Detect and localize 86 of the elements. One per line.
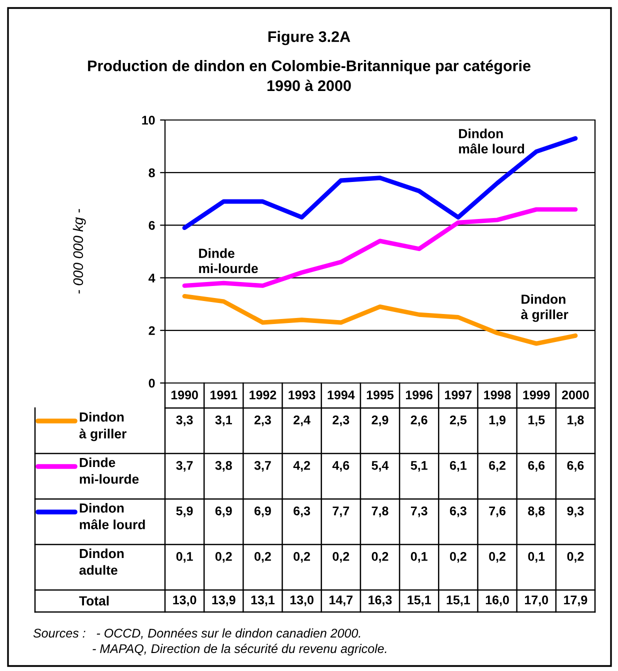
legend-label: Dindon à griller <box>79 412 126 442</box>
y-tick-label: 4 <box>148 274 156 282</box>
data-label: 2,9 <box>372 416 388 426</box>
text: 14,7 <box>330 596 353 606</box>
data-label: 4,6 <box>332 461 350 472</box>
x-tick-label: 1993 <box>288 390 316 400</box>
text: 0,2 <box>254 552 271 563</box>
y-tick-label: 6 <box>148 221 155 230</box>
data-label: 6,6 <box>567 461 584 472</box>
y-tick-label: 8 <box>148 168 155 178</box>
data-label: 9,3 <box>567 506 584 518</box>
data-label: 3,8 <box>215 461 232 472</box>
text: 0,2 <box>489 552 506 563</box>
data-label: 2,6 <box>410 416 428 426</box>
data-label: 5,4 <box>372 461 389 472</box>
data-label: 1,9 <box>489 416 506 426</box>
x-tick-label: 1997 <box>445 390 472 400</box>
annotation: Dindon à griller <box>521 294 568 322</box>
data-label: 2,3 <box>332 416 350 426</box>
data-label: 8,8 <box>528 506 545 518</box>
line-series <box>182 294 578 346</box>
legend-label: Dindon mâle lourd <box>80 503 145 530</box>
data-label: 6,3 <box>450 506 466 518</box>
text: 13,0 <box>173 596 196 606</box>
annotation: Dindon mâle lourd <box>459 128 524 154</box>
data-label: 3,7 <box>176 461 193 472</box>
x-tick-label: 2000 <box>562 390 589 400</box>
text: 0,2 <box>372 552 388 563</box>
text: Dindon adulte <box>79 548 124 575</box>
text: 0,1 <box>176 552 193 563</box>
x-tick-label: 1999 <box>523 390 550 400</box>
text: 16,0 <box>486 596 509 606</box>
x-tick-label: 1996 <box>406 390 433 400</box>
data-label: 5,9 <box>176 506 193 518</box>
data-label: 6,9 <box>254 506 271 518</box>
chart-title: Figure 3.2A <box>268 30 350 46</box>
data-label: 5,1 <box>410 461 428 472</box>
text: 16,3 <box>368 596 392 606</box>
data-label: 7,3 <box>410 506 428 518</box>
x-tick-label: 1990 <box>171 390 198 400</box>
text: 0,2 <box>215 552 232 563</box>
text: 0,2 <box>332 552 350 563</box>
text: 0,2 <box>450 552 466 563</box>
y-tick-label: 2 <box>148 326 155 335</box>
data-label: 3,7 <box>254 461 271 472</box>
annotation: Dinde mi-lourde <box>199 248 258 274</box>
text: 17,9 <box>564 596 588 606</box>
text: Total <box>79 596 109 606</box>
text: 0,2 <box>294 552 310 563</box>
line-series <box>182 207 578 288</box>
chart-subtitle: Production de dindon en Colombie-Britannique par catégorie 1990 à 2000 <box>88 60 530 92</box>
data-label: 1,5 <box>528 416 545 426</box>
y-tick-label: 10 <box>142 116 155 125</box>
x-tick-label: 1992 <box>250 390 276 400</box>
data-label: 7,7 <box>332 506 350 518</box>
source-note: Sources : - OCCD, Données sur le dindon canadien 2000. - MAPAQ, Direction de la sécurité du revenu agricole. <box>33 628 386 656</box>
data-label: 6,6 <box>528 461 545 472</box>
text: 17,0 <box>524 596 548 606</box>
data-label: 7,6 <box>489 506 506 518</box>
text: 0,1 <box>528 552 545 563</box>
y-axis-title: - 000 000 kg - <box>72 208 86 294</box>
x-tick-label: 1998 <box>484 390 511 400</box>
text: 13,9 <box>212 596 236 606</box>
x-tick-label: 1994 <box>328 390 355 400</box>
data-label: 3,3 <box>176 416 193 426</box>
text: 15,1 <box>408 596 431 606</box>
text: 13,1 <box>251 596 275 606</box>
legend-label: Dinde mi-lourde <box>80 458 139 484</box>
data-label: 7,8 <box>372 506 388 518</box>
text: 13,0 <box>290 596 314 606</box>
data-label: 3,1 <box>215 416 232 426</box>
text: 15,1 <box>446 596 470 606</box>
y-tick-label: 0 <box>148 378 155 388</box>
data-label: 4,2 <box>293 461 310 472</box>
text: 0,2 <box>567 552 584 563</box>
data-label: 2,3 <box>254 416 271 426</box>
text: 0,1 <box>410 552 428 563</box>
data-label: 6,1 <box>450 461 467 472</box>
data-label: 1,8 <box>568 416 584 426</box>
x-tick-label: 1995 <box>366 390 394 400</box>
data-label: 2,4 <box>294 416 310 426</box>
data-label: 6,3 <box>294 506 310 518</box>
x-tick-label: 1991 <box>210 390 238 400</box>
data-label: 6,9 <box>215 506 232 518</box>
data-label: 2,5 <box>450 416 467 426</box>
data-label: 6,2 <box>489 461 506 472</box>
